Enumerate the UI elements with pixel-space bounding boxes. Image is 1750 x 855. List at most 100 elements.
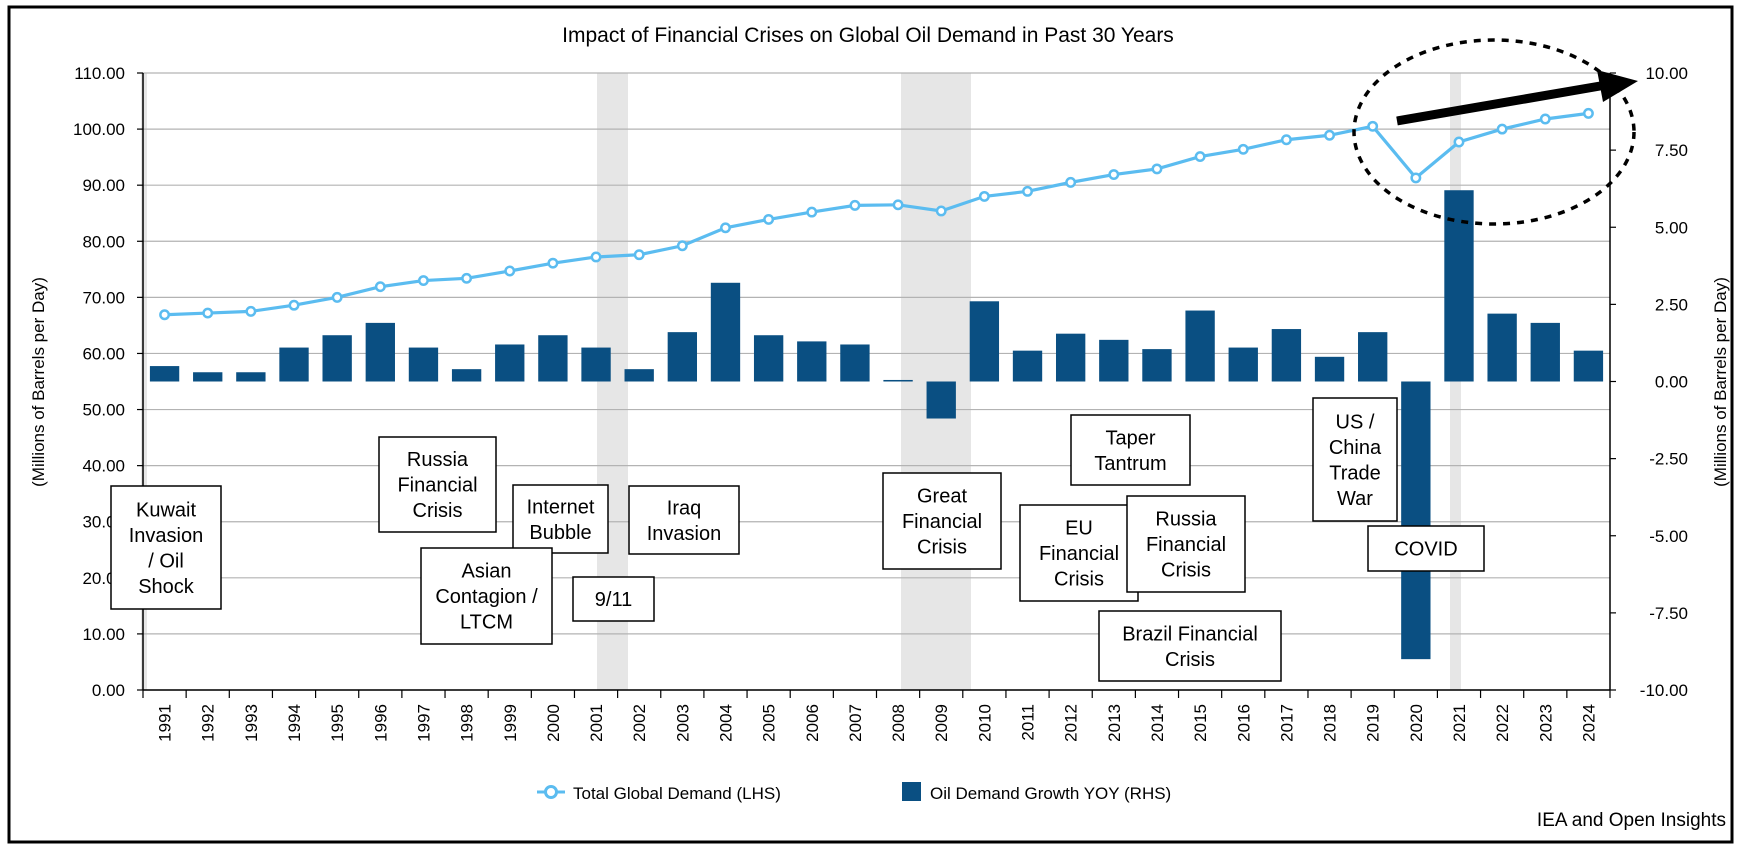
right-tick-label: 7.50 [1655, 141, 1688, 160]
right-tick-label: -2.50 [1649, 450, 1688, 469]
annotation-line: Crisis [1054, 569, 1104, 591]
point-demand-2020 [1410, 172, 1422, 184]
point-demand-2021 [1453, 136, 1465, 148]
bar-growth-2008 [883, 379, 913, 382]
annotation-line: Trade [1329, 462, 1381, 484]
point-demand-2001 [590, 251, 602, 263]
x-tick-label: 2013 [1105, 704, 1124, 742]
annotation-line: Internet [527, 496, 595, 518]
bar-growth-2007 [840, 344, 870, 382]
point-demand-2012 [1065, 176, 1077, 188]
left-tick-label: 90.00 [82, 176, 125, 195]
right-tick-label: -10.00 [1640, 681, 1688, 700]
bar-growth-2001 [581, 347, 611, 382]
point-demand-2008 [892, 199, 904, 211]
annotation-line: Asian [461, 561, 511, 583]
bar-growth-1995 [322, 335, 352, 382]
x-tick-label: 1999 [501, 704, 520, 742]
x-tick-label: 2002 [630, 704, 649, 742]
trend-arrow-head [1597, 70, 1638, 102]
x-tick-label: 2004 [716, 704, 735, 742]
annotation-box: Kuwait Invasion / Oil Shock [110, 485, 222, 610]
point-demand-2014 [1151, 163, 1163, 175]
x-tick-label: 1991 [156, 704, 175, 742]
x-tick-label: 2023 [1536, 704, 1555, 742]
annotation-box: 9/11 [572, 576, 655, 622]
bar-growth-2019 [1358, 332, 1388, 382]
annotation-box: Taper Tantrum [1070, 414, 1191, 486]
point-demand-2006 [806, 206, 818, 218]
left-tick-label: 110.00 [74, 64, 125, 83]
legend-line-marker [544, 785, 558, 799]
bar-growth-2000 [538, 335, 568, 382]
point-demand-2005 [763, 213, 775, 225]
bar-growth-2017 [1271, 329, 1302, 382]
annotation-box: Brazil Financial Crisis [1098, 610, 1282, 682]
bar-growth-2024 [1573, 350, 1604, 382]
annotation-line: Crisis [917, 537, 967, 559]
annotation-line: Taper [1105, 427, 1155, 449]
x-tick-label: 1998 [458, 704, 477, 742]
right-tick-label: 10.00 [1645, 64, 1688, 83]
annotation-line: Financial [1039, 543, 1119, 565]
outer-frame [7, 5, 1734, 844]
annotation-line: Financial [902, 511, 982, 533]
point-demand-1999 [504, 265, 516, 277]
bar-growth-2012 [1055, 333, 1086, 382]
point-demand-1994 [288, 299, 300, 311]
bar-growth-2004 [710, 282, 741, 382]
annotation-line: Shock [138, 576, 195, 598]
annotation-line: Financial [1146, 534, 1226, 556]
annotation-frame [1070, 414, 1191, 486]
bar-growth-1992 [193, 372, 223, 382]
x-tick-label: 2018 [1321, 704, 1340, 742]
bar-growth-1996 [365, 322, 395, 382]
annotation-box: Internet Bubble [512, 484, 609, 554]
point-demand-1993 [245, 305, 257, 317]
x-tick-label: 2014 [1148, 704, 1167, 742]
x-tick-label: 1992 [199, 704, 218, 742]
bar-growth-1999 [495, 344, 525, 382]
annotation-box: US / China Trade War [1312, 397, 1398, 522]
annotation-box: Russia Financial Crisis [1126, 495, 1246, 593]
highlight-ellipse [1352, 38, 1636, 226]
annotation-line: EU [1065, 518, 1093, 540]
bar-growth-2018 [1314, 356, 1345, 382]
annotation-frame [378, 436, 497, 533]
point-demand-2023 [1539, 113, 1551, 125]
x-tick-label: 2007 [846, 704, 865, 742]
trend-arrow-shaft [1396, 80, 1607, 126]
annotation-line: Contagion / [435, 586, 538, 608]
x-tick-label: 1996 [371, 704, 390, 742]
annotation-line: Brazil Financial [1122, 623, 1258, 645]
right-axis-title: (Millions of Barrels per Day) [1711, 277, 1730, 487]
bar-growth-1994 [279, 347, 309, 382]
annotation-frame [1367, 525, 1485, 572]
right-tick-label: 0.00 [1655, 373, 1688, 392]
point-demand-2022 [1496, 123, 1508, 135]
bar-growth-2006 [797, 341, 827, 382]
x-tick-label: 1995 [328, 704, 347, 742]
annotation-box: Russia Financial Crisis [378, 436, 497, 533]
left-tick-label: 50.00 [82, 401, 125, 420]
x-tick-label: 2006 [803, 704, 822, 742]
annotation-line: Invasion [129, 525, 204, 547]
point-demand-2016 [1237, 143, 1249, 155]
annotation-frame [572, 576, 655, 622]
point-demand-2019 [1367, 120, 1379, 132]
right-tick-label: -7.50 [1649, 604, 1688, 623]
annotation-frame [1098, 610, 1282, 682]
annotation-box: COVID [1367, 525, 1485, 572]
x-tick-label: 2019 [1364, 704, 1383, 742]
annotation-line: Bubble [529, 522, 591, 544]
left-tick-label: 60.00 [82, 344, 125, 363]
bar-growth-2002 [624, 369, 654, 382]
chart-title: Impact of Financial Crises on Global Oil… [562, 24, 1174, 47]
x-tick-label: 2012 [1062, 704, 1081, 742]
x-tick-label: 2001 [587, 704, 606, 742]
right-tick-label: 2.50 [1655, 295, 1688, 314]
annotation-line: US / [1336, 411, 1375, 433]
bar-growth-2014 [1142, 349, 1172, 382]
